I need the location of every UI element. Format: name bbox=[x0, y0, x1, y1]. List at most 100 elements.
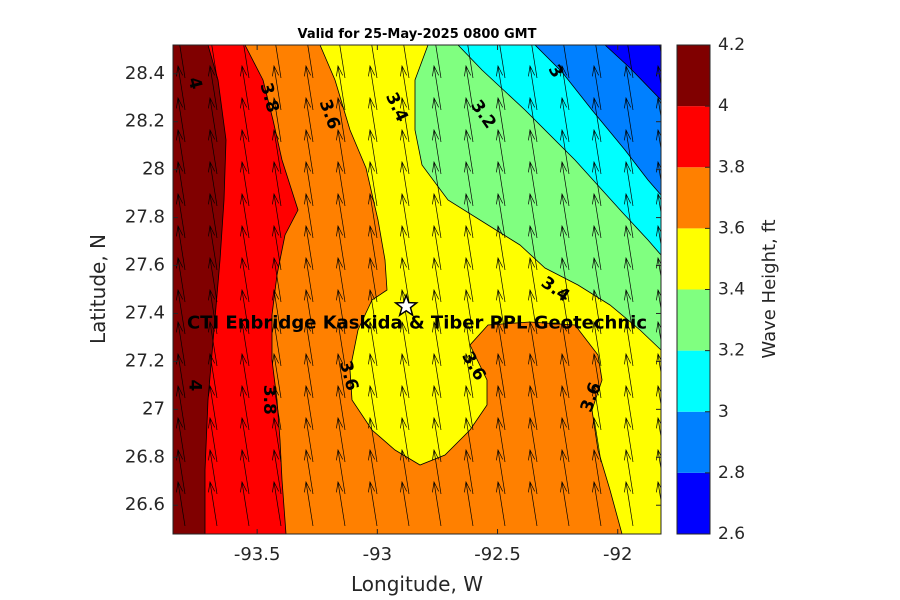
contour-label: 4 bbox=[183, 75, 205, 92]
wave-arrow bbox=[400, 352, 410, 399]
wave-arrow bbox=[368, 128, 378, 175]
y-tick-label: 26.8 bbox=[125, 446, 165, 467]
wave-arrow bbox=[528, 384, 538, 431]
wave-arrow bbox=[243, 45, 250, 79]
wave-arrow bbox=[464, 416, 474, 463]
wave-arrow bbox=[400, 224, 410, 271]
wave-arrow bbox=[336, 256, 346, 303]
wave-arrow bbox=[272, 160, 282, 207]
wave-arrow bbox=[656, 128, 661, 152]
wave-arrow bbox=[368, 416, 378, 463]
wave-arrow bbox=[656, 224, 661, 248]
wave-arrow bbox=[528, 416, 538, 463]
wave-arrow bbox=[208, 352, 218, 399]
wave-arrow bbox=[624, 128, 634, 175]
wave-arrow bbox=[272, 384, 282, 431]
y-tick-label: 26.6 bbox=[125, 494, 165, 515]
wave-arrow bbox=[304, 480, 314, 527]
wave-arrow bbox=[656, 384, 661, 408]
wave-arrow bbox=[368, 256, 378, 303]
wave-arrow bbox=[272, 288, 282, 335]
wave-arrow bbox=[336, 416, 346, 463]
wave-arrow bbox=[368, 224, 378, 271]
colorbar-label: Wave Height, ft bbox=[759, 219, 780, 358]
chart-title: Valid for 25-May-2025 0800 GMT bbox=[298, 27, 537, 42]
contour-line bbox=[414, 45, 661, 351]
wave-arrow bbox=[432, 288, 442, 335]
wave-arrow bbox=[176, 160, 186, 207]
wave-arrow bbox=[560, 64, 570, 111]
wave-direction-arrows bbox=[176, 45, 661, 527]
wave-arrow bbox=[176, 128, 186, 175]
wave-arrow bbox=[592, 224, 602, 271]
plot-area bbox=[173, 45, 661, 534]
wave-arrow bbox=[176, 256, 186, 303]
wave-arrow bbox=[467, 45, 474, 79]
wave-arrow bbox=[592, 128, 602, 175]
wave-arrow bbox=[592, 160, 602, 207]
x-tick-label: -93.5 bbox=[234, 544, 281, 565]
wave-arrow bbox=[275, 45, 282, 79]
wave-arrow bbox=[592, 320, 602, 367]
wave-arrow bbox=[624, 448, 634, 495]
wave-arrow bbox=[496, 160, 506, 207]
wave-arrow bbox=[240, 384, 250, 431]
wave-arrow bbox=[339, 45, 346, 79]
wave-arrow bbox=[496, 96, 506, 143]
site-label: CTI Enbridge Kaskida & Tiber PPL Geotech… bbox=[187, 312, 647, 333]
wave-arrow bbox=[400, 384, 410, 431]
y-tick-label: 27 bbox=[142, 398, 165, 419]
wave-arrow bbox=[624, 256, 634, 303]
wave-arrow bbox=[336, 480, 346, 527]
band-2.6-2.8 bbox=[605, 45, 661, 100]
wave-arrow bbox=[496, 416, 506, 463]
wave-arrow bbox=[592, 64, 602, 111]
wave-arrow bbox=[560, 96, 570, 143]
wave-arrow bbox=[272, 224, 282, 271]
wave-arrow bbox=[208, 320, 218, 367]
wave-arrow bbox=[336, 128, 346, 175]
wave-arrow bbox=[208, 192, 218, 239]
wave-arrow bbox=[304, 256, 314, 303]
wave-arrow bbox=[304, 64, 314, 111]
y-tick-label: 27.4 bbox=[125, 302, 165, 323]
colorbar-tick-label: 3.2 bbox=[718, 341, 745, 361]
wave-arrow bbox=[240, 256, 250, 303]
wave-arrow bbox=[464, 352, 474, 399]
colorbar-tick-label: 3.4 bbox=[718, 280, 745, 300]
wave-arrow bbox=[624, 384, 634, 431]
wave-arrow bbox=[592, 256, 602, 303]
wave-arrow bbox=[304, 192, 314, 239]
wave-arrow bbox=[624, 160, 634, 207]
x-axis-label: Longitude, W bbox=[351, 572, 483, 596]
wave-arrow bbox=[432, 128, 442, 175]
x-tick-label: -92.5 bbox=[474, 544, 521, 565]
wave-arrow bbox=[176, 96, 186, 143]
wave-arrow bbox=[336, 192, 346, 239]
colorbar-swatch bbox=[677, 472, 710, 534]
wave-arrow bbox=[595, 45, 602, 79]
wave-arrow bbox=[624, 288, 634, 335]
wave-arrow bbox=[624, 416, 634, 463]
wave-arrow bbox=[592, 288, 602, 335]
contour-label: 3.8 bbox=[259, 385, 279, 415]
wave-arrow bbox=[400, 64, 410, 111]
wave-arrow bbox=[432, 320, 442, 367]
wave-arrow bbox=[624, 480, 634, 527]
wave-arrow bbox=[624, 320, 634, 367]
x-tick-label: -93 bbox=[363, 544, 392, 565]
colorbar-tick-label: 2.6 bbox=[718, 524, 745, 544]
wave-arrow bbox=[272, 256, 282, 303]
colorbar-tick-label: 3.6 bbox=[718, 218, 745, 238]
y-tick-label: 27.2 bbox=[125, 350, 165, 371]
wave-arrow bbox=[627, 45, 634, 79]
wave-arrow bbox=[592, 192, 602, 239]
wave-arrow bbox=[240, 352, 250, 399]
wave-arrow bbox=[211, 45, 218, 79]
wave-arrow bbox=[368, 480, 378, 527]
wave-arrow bbox=[592, 96, 602, 143]
wave-arrow bbox=[464, 96, 474, 143]
wave-arrow bbox=[240, 160, 250, 207]
plot-frame bbox=[172, 44, 662, 535]
